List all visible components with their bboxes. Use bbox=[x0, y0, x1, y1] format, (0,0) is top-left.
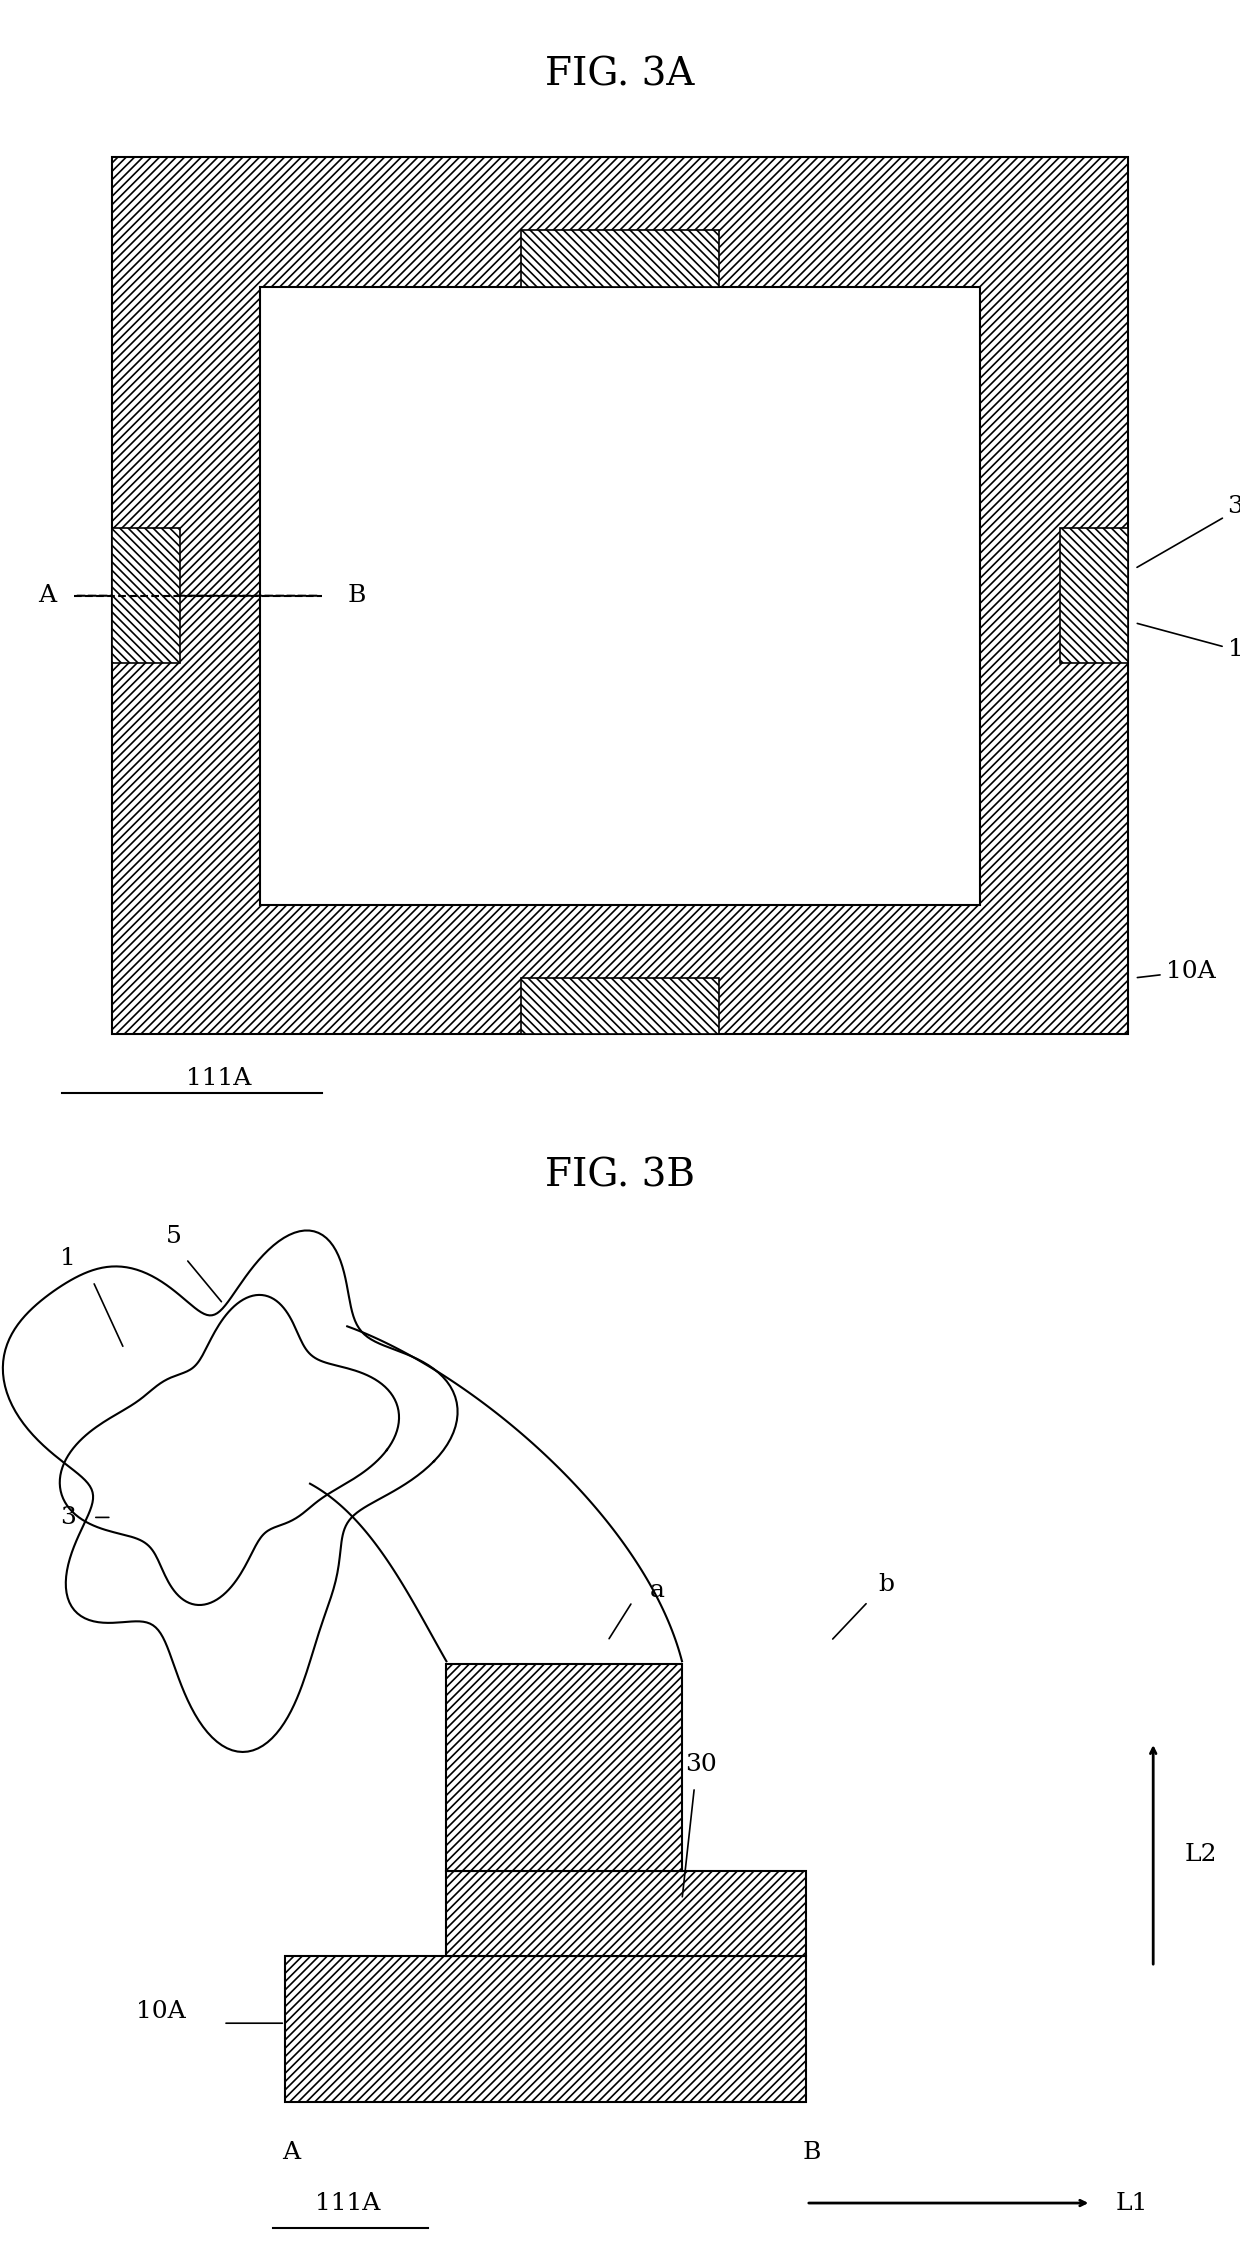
Text: L1: L1 bbox=[1116, 2192, 1148, 2214]
Bar bbox=[446, 1870, 806, 1956]
Text: B: B bbox=[804, 2140, 821, 2165]
Bar bbox=[1060, 528, 1128, 663]
Bar bbox=[521, 229, 719, 285]
Text: a: a bbox=[650, 1578, 665, 1603]
Bar bbox=[285, 1956, 806, 2102]
Text: 3: 3 bbox=[61, 1506, 76, 1529]
Text: L2: L2 bbox=[1184, 1843, 1216, 1866]
Bar bbox=[446, 1664, 682, 1870]
Text: FIG. 3A: FIG. 3A bbox=[546, 56, 694, 92]
Text: 10A: 10A bbox=[1137, 960, 1215, 982]
Text: FIG. 3B: FIG. 3B bbox=[546, 1158, 694, 1194]
Text: 30: 30 bbox=[1137, 495, 1240, 566]
Text: A: A bbox=[37, 584, 56, 607]
Text: 5: 5 bbox=[166, 1225, 181, 1248]
Text: 111A: 111A bbox=[186, 1068, 252, 1090]
Text: A: A bbox=[283, 2140, 300, 2165]
Text: 1: 1 bbox=[1137, 623, 1240, 661]
Text: B: B bbox=[347, 584, 366, 607]
Text: 30: 30 bbox=[684, 1753, 717, 1776]
Text: 111A: 111A bbox=[315, 2192, 379, 2214]
Bar bbox=[260, 285, 980, 904]
Text: b: b bbox=[879, 1574, 894, 1596]
Bar bbox=[112, 528, 180, 663]
Bar bbox=[112, 157, 1128, 1034]
Text: 10A: 10A bbox=[136, 2001, 186, 2023]
Text: 1: 1 bbox=[61, 1248, 76, 1270]
Bar bbox=[521, 978, 719, 1034]
